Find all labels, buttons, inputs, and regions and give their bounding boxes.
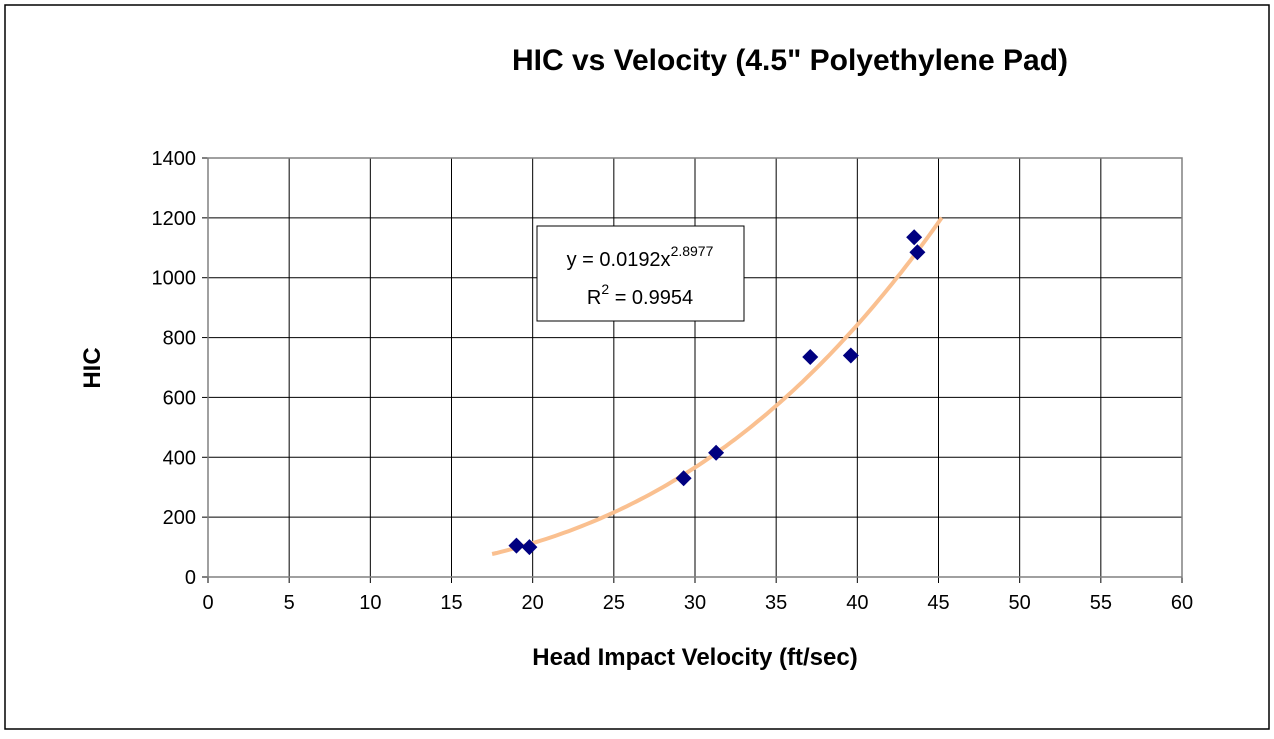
data-point — [708, 444, 725, 461]
data-point — [909, 244, 926, 261]
equation-exponent: 2.8977 — [671, 243, 714, 259]
r-squared-value: = 0.9954 — [609, 287, 693, 309]
data-point — [675, 470, 692, 487]
x-tick-label: 60 — [1171, 592, 1193, 614]
x-tick-label: 35 — [765, 592, 787, 614]
x-tick-label: 10 — [359, 592, 381, 614]
x-tick-label: 40 — [846, 592, 868, 614]
chart-title: HIC vs Velocity (4.5" Polyethylene Pad) — [512, 44, 1068, 77]
data-point — [802, 349, 819, 366]
x-tick-label: 25 — [603, 592, 625, 614]
x-tick-label: 0 — [202, 592, 213, 614]
x-tick-label: 55 — [1090, 592, 1112, 614]
data-point — [521, 539, 538, 556]
r-squared: R2 = 0.9954 — [587, 281, 693, 309]
equation-box — [536, 225, 745, 322]
x-tick-label: 15 — [440, 592, 462, 614]
chart-frame — [4, 4, 1270, 730]
y-axis-title: HIC — [79, 347, 106, 388]
equation: y = 0.0192x2.8977 — [567, 243, 714, 271]
r-squared-sup: 2 — [601, 281, 609, 297]
plot-area — [207, 157, 1183, 578]
y-tick-label: 1000 — [152, 268, 197, 290]
y-tick-label: 800 — [163, 328, 196, 350]
x-tick-label: 5 — [284, 592, 295, 614]
data-point — [906, 229, 923, 246]
data-point — [508, 537, 525, 554]
x-axis-title: Head Impact Velocity (ft/sec) — [532, 644, 857, 671]
y-tick-label: 1400 — [152, 148, 197, 170]
y-tick-label: 0 — [185, 567, 196, 589]
y-tick-label: 600 — [163, 387, 196, 409]
x-tick-label: 20 — [522, 592, 544, 614]
x-tick-label: 30 — [684, 592, 706, 614]
equation-text: y = 0.0192x — [567, 249, 671, 271]
y-tick-label: 400 — [163, 447, 196, 469]
y-tick-label: 200 — [163, 507, 196, 529]
x-tick-label: 45 — [927, 592, 949, 614]
y-tick-label: 1200 — [152, 208, 197, 230]
data-point — [842, 347, 859, 364]
r-squared-text: R — [587, 287, 601, 309]
x-tick-label: 50 — [1009, 592, 1031, 614]
